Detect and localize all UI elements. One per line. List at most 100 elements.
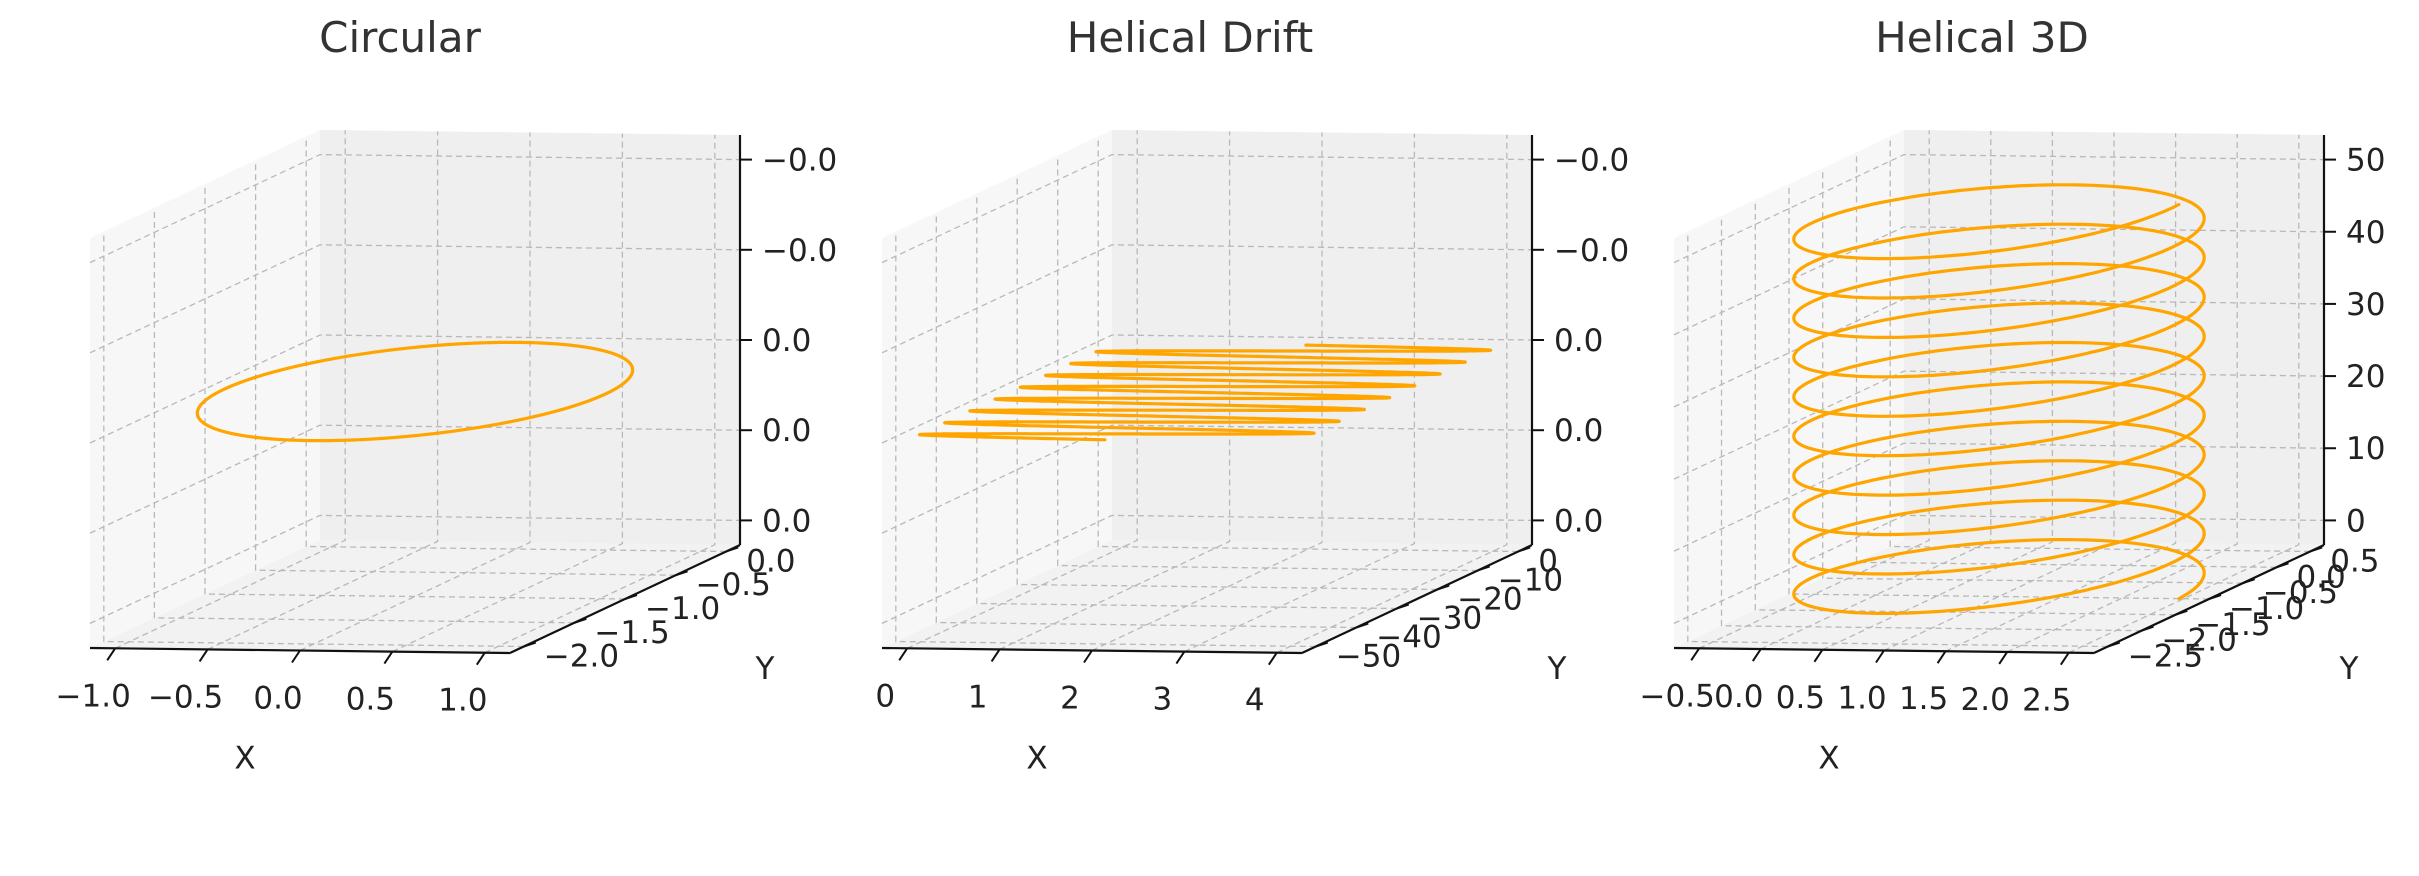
z-tick-label: −0.0 [1554, 143, 1629, 179]
y-tick-label: 0.0 [746, 543, 795, 579]
x-tick [1690, 647, 1701, 661]
grid-line-x [1184, 133, 1416, 653]
z-tick-label: 50 [2346, 143, 2385, 179]
floor-pane [882, 540, 1532, 653]
y-tick-label: 0.5 [2330, 543, 2379, 579]
y-tick [1517, 546, 1531, 553]
grid-line-y [1720, 215, 2142, 632]
y-tick [624, 594, 638, 600]
grid-line-y [935, 212, 1357, 629]
x-tick-label: 0 [875, 678, 895, 714]
grid-line-z [881, 514, 1533, 624]
y-axis-label: Y [2339, 651, 2359, 687]
x-tick [898, 647, 909, 661]
grid-line-x [1276, 134, 1508, 654]
y-tick-label: −2.0 [544, 639, 619, 675]
z-tick-label: 0.0 [1554, 503, 1603, 539]
grid-line-z [1673, 442, 2325, 552]
grid-line-y [1788, 184, 2210, 600]
y-tick-label: −20 [1457, 581, 1522, 617]
grid-line-x [1945, 133, 2177, 652]
x-tick [1083, 649, 1093, 664]
y-tick-label: −1.0 [645, 591, 720, 627]
grid-line-z [89, 153, 741, 264]
grid-line-y [1687, 231, 2108, 648]
y-tick-label: −10 [1498, 562, 1563, 598]
x-tick [1267, 652, 1278, 666]
grid-line-y [204, 184, 626, 600]
x-tick-label: −0.5 [1640, 678, 1715, 714]
grid-line-y [1057, 155, 1478, 572]
y-tick-label: −1.5 [2195, 607, 2270, 643]
x-tick [291, 649, 301, 664]
z-tick-label: 0.0 [762, 503, 811, 539]
y-tick-label: −1.5 [594, 615, 669, 651]
y-tick-label: −1.0 [2229, 591, 2304, 627]
x-tick [1936, 650, 1947, 664]
left-pane [882, 130, 1112, 648]
z-tick-label: 0.0 [1554, 323, 1603, 359]
grid-line-z [881, 244, 1533, 354]
x-tick [383, 651, 394, 665]
chart-title: Circular [319, 13, 481, 62]
y-tick [2242, 578, 2256, 585]
y-tick-label: −40 [1376, 620, 1441, 656]
grid-line-y [254, 160, 676, 576]
x-tick-label: 0.0 [1714, 679, 1763, 715]
y-tick [574, 617, 587, 624]
grid-line-y [1822, 168, 2243, 584]
x-tick-label: 2 [1060, 681, 1080, 717]
y-tick [2107, 641, 2121, 648]
z-tick-label: 0.0 [1554, 413, 1603, 449]
x-axis-label: X [1026, 741, 1047, 777]
grid-line-x [114, 130, 346, 649]
x-tick-label: 1.0 [438, 683, 487, 719]
grid-line-z [89, 424, 741, 534]
x-tick-label: 1 [968, 679, 988, 715]
x-tick-label: −0.5 [148, 679, 223, 715]
z-tick-label: −0.0 [762, 143, 837, 179]
grid-line-x [299, 132, 531, 652]
z-tick-label: 30 [2346, 287, 2385, 323]
y-tick [2174, 609, 2188, 616]
y-axis-line [1301, 544, 1533, 654]
x-axis-label: X [234, 741, 255, 777]
grid-line-z [89, 514, 741, 624]
z-tick-label: −0.0 [762, 233, 837, 269]
x-tick [990, 648, 1001, 662]
y-tick [2309, 546, 2323, 553]
y-tick [1315, 641, 1329, 648]
x-tick [1751, 648, 1762, 662]
grid-line-y [1097, 136, 1519, 553]
y-tick [1477, 565, 1491, 572]
panel-helical-drift: 0 1 2 3 40−10−20−30−40−500.00.00.0−0.0−0.0XY… [875, 13, 1629, 777]
x-tick-label: −1.0 [56, 678, 131, 714]
y-tick-label: −2.5 [2128, 639, 2203, 675]
y-tick-label: −0.5 [696, 567, 771, 603]
data-curve [917, 343, 1493, 442]
y-tick [1355, 622, 1369, 629]
y-tick [523, 641, 537, 648]
x-tick [198, 648, 209, 662]
data-curve [1792, 183, 2206, 616]
grid-line-z [1673, 226, 2325, 336]
x-tick-label: 1.5 [1899, 681, 1948, 717]
z-tick-label: 40 [2346, 215, 2385, 251]
x-tick [475, 652, 486, 666]
z-tick-label: 0.0 [762, 323, 811, 359]
x-tick-label: 1.0 [1837, 681, 1886, 717]
y-axis-label: Y [755, 651, 775, 687]
grid-line-x [906, 130, 1138, 649]
grid-line-z [881, 153, 1533, 264]
x-tick-label: 2.0 [1961, 682, 2010, 718]
y-tick-label: 0.0 [2296, 559, 2345, 595]
x-tick [2059, 652, 2070, 666]
y-tick [1396, 603, 1410, 610]
x-tick [1813, 649, 1824, 663]
x-tick [1175, 651, 1186, 665]
panel-circular: −1.0 −0.5 0.0 0.5 1.00.0−0.5−1.0−1.5−2.00.00… [56, 13, 838, 777]
x-tick [1875, 649, 1885, 664]
data-curve [195, 340, 635, 443]
grid-line-z [1673, 370, 2325, 480]
